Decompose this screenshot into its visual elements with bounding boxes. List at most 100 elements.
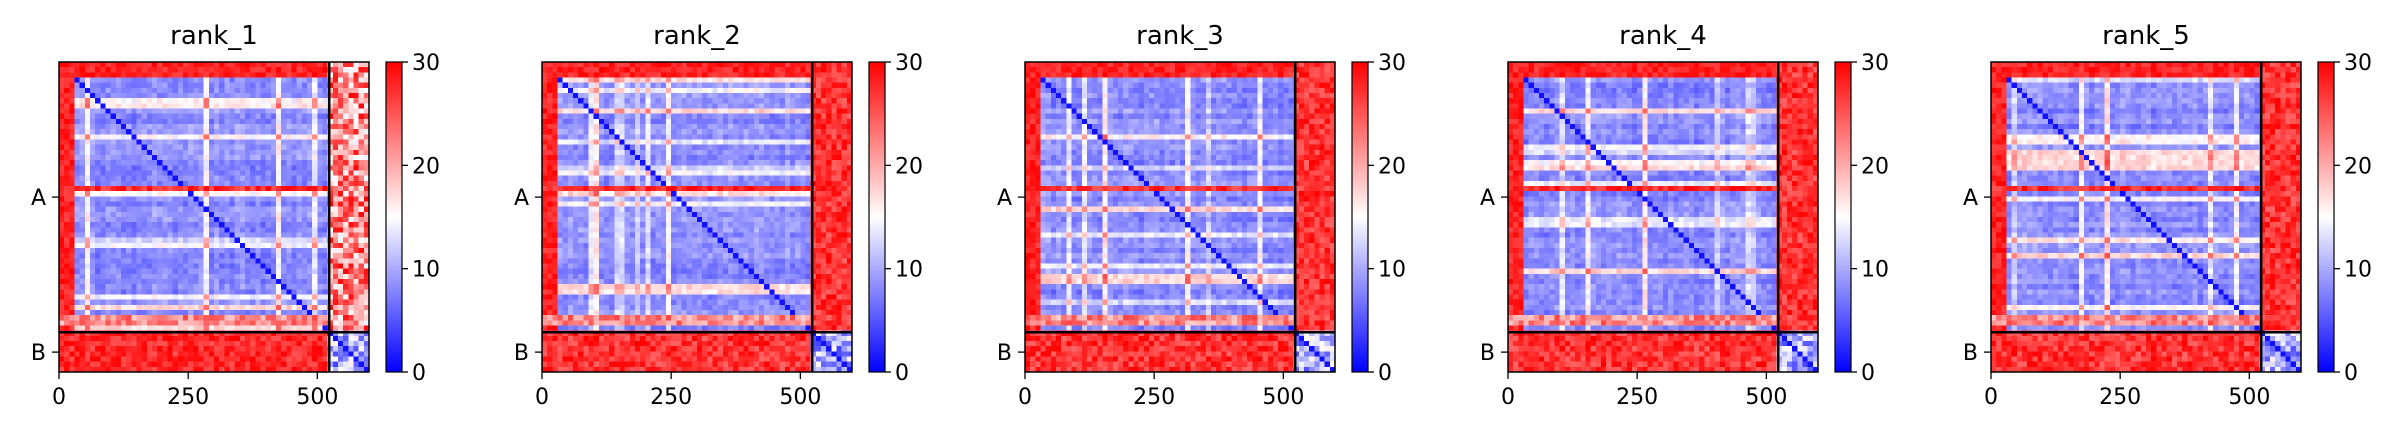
heatmap-cell — [276, 180, 282, 187]
heatmap-cell — [152, 165, 158, 172]
heatmap-cell — [265, 320, 272, 327]
heatmap-cell — [312, 124, 318, 130]
heatmap-cell — [779, 77, 786, 84]
heatmap-cell — [74, 299, 81, 306]
heatmap-cell — [573, 149, 579, 156]
heatmap-cell — [265, 315, 272, 321]
heatmap-cell — [79, 325, 86, 332]
heatmap-cell — [64, 268, 70, 275]
heatmap-cell — [146, 284, 153, 290]
heatmap-cell — [557, 160, 564, 166]
heatmap-cell — [547, 113, 553, 120]
heatmap-cell — [95, 180, 101, 187]
heatmap-cell — [219, 67, 225, 73]
heatmap-cell — [836, 134, 843, 141]
heatmap-cell — [260, 72, 267, 79]
heatmap-cell — [296, 77, 303, 84]
heatmap-cell — [157, 366, 163, 373]
heatmap-cell — [717, 139, 724, 146]
heatmap-cell — [157, 72, 163, 79]
heatmap-cell — [291, 201, 298, 208]
heatmap-cell — [363, 346, 370, 352]
heatmap-cell — [250, 124, 256, 130]
heatmap-cell — [167, 98, 174, 104]
heatmap-cell — [157, 222, 163, 228]
heatmap-cell — [141, 87, 148, 94]
heatmap-cell — [74, 304, 81, 311]
heatmap-cell — [291, 294, 298, 301]
heatmap-cell — [691, 144, 698, 151]
heatmap-cell — [660, 175, 667, 182]
heatmap-cell — [90, 67, 96, 73]
heatmap-cell — [59, 232, 65, 239]
heatmap-cell — [141, 129, 148, 135]
heatmap-cell — [270, 289, 277, 296]
heatmap-cell — [115, 98, 122, 104]
heatmap-cell — [183, 217, 189, 223]
heatmap-cell — [296, 186, 303, 192]
heatmap-cell — [557, 175, 564, 182]
heatmap-cell — [301, 165, 308, 172]
heatmap-cell — [784, 72, 791, 79]
heatmap-cell — [327, 232, 334, 239]
heatmap-cell — [338, 325, 344, 332]
heatmap-cell — [588, 175, 595, 182]
heatmap-cell — [276, 356, 282, 363]
heatmap-cell — [836, 118, 843, 125]
heatmap-cell — [614, 165, 621, 172]
heatmap-cell — [162, 170, 169, 177]
heatmap-cell — [831, 134, 838, 141]
heatmap-cell — [815, 155, 822, 161]
heatmap-cell — [219, 227, 225, 234]
heatmap-cell — [229, 351, 236, 358]
heatmap-cell — [100, 258, 107, 265]
heatmap-cell — [676, 72, 683, 79]
heatmap-cell — [105, 258, 112, 265]
heatmap-cell — [614, 175, 621, 182]
heatmap-cell — [322, 206, 329, 213]
heatmap-cell — [645, 108, 652, 115]
heatmap-cell — [162, 180, 169, 187]
heatmap-cell — [332, 330, 339, 337]
heatmap-cell — [157, 134, 163, 141]
heatmap-cell — [198, 289, 205, 296]
heatmap-cell — [146, 310, 153, 316]
heatmap-cell — [255, 160, 262, 166]
heatmap-cell — [635, 170, 641, 177]
heatmap-cell — [790, 113, 796, 120]
heatmap-cell — [183, 160, 189, 166]
heatmap-cell — [115, 160, 122, 166]
heatmap-cell — [691, 149, 698, 156]
heatmap-cell — [183, 139, 189, 146]
heatmap-cell — [296, 222, 303, 228]
heatmap-cell — [348, 186, 355, 192]
heatmap-cell — [552, 87, 559, 94]
heatmap-cell — [74, 160, 81, 166]
heatmap-cell — [136, 346, 143, 352]
heatmap-cell — [126, 124, 132, 130]
heatmap-cell — [59, 237, 65, 244]
heatmap-cell — [219, 196, 225, 203]
heatmap-cell — [136, 206, 143, 213]
heatmap-cell — [624, 155, 631, 161]
heatmap-cell — [276, 134, 282, 141]
heatmap-cell — [141, 253, 148, 259]
heatmap-cell — [64, 217, 70, 223]
heatmap-cell — [162, 144, 169, 151]
heatmap-cell — [567, 134, 574, 141]
heatmap-cell — [598, 103, 605, 110]
heatmap-cell — [593, 134, 600, 141]
heatmap-cell — [609, 155, 615, 161]
heatmap-cell — [152, 191, 158, 197]
heatmap-cell — [131, 222, 138, 228]
heatmap-cell — [552, 77, 559, 84]
heatmap-cell — [363, 67, 370, 73]
heatmap-cell — [110, 67, 117, 73]
heatmap-cell — [363, 335, 370, 342]
heatmap-cell — [353, 191, 360, 197]
heatmap-cell — [84, 268, 91, 275]
heatmap-cell — [183, 294, 189, 301]
heatmap-cell — [343, 155, 349, 161]
heatmap-cell — [121, 129, 127, 135]
heatmap-cell — [250, 320, 256, 327]
